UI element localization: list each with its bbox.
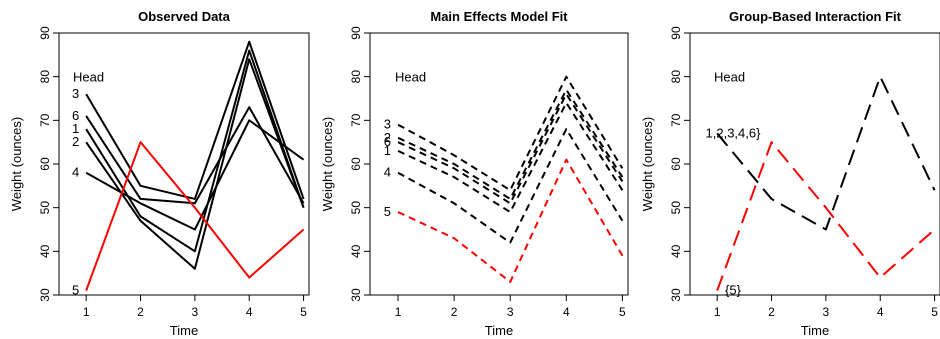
y-tick-label: 90 xyxy=(349,26,363,40)
chart-title: Observed Data xyxy=(138,9,231,24)
x-tick-label: 2 xyxy=(768,305,775,319)
series-label: 1 xyxy=(72,121,79,136)
y-tick-label: 60 xyxy=(349,157,363,171)
y-tick-label: 90 xyxy=(38,26,52,40)
y-tick-label: 80 xyxy=(669,70,683,84)
y-tick-label: 80 xyxy=(349,70,363,84)
x-tick-label: 3 xyxy=(823,305,830,319)
y-tick-label: 50 xyxy=(669,201,683,215)
x-tick-label: 2 xyxy=(137,305,144,319)
series-line-12346 xyxy=(716,75,936,231)
series-line-6 xyxy=(397,93,624,205)
x-tick-label: 3 xyxy=(192,305,199,319)
head-annotation: Head xyxy=(395,70,426,85)
y-tick-label: 50 xyxy=(38,201,52,215)
x-tick-label: 3 xyxy=(507,305,514,319)
x-tick-label: 2 xyxy=(451,305,458,319)
y-tick-label: 30 xyxy=(349,288,363,302)
y-axis-label: Weight (ounces) xyxy=(320,117,335,211)
series-label: 6 xyxy=(72,108,79,123)
series-line-5 xyxy=(85,141,305,291)
series-label: 4 xyxy=(72,165,79,180)
series-line-3 xyxy=(85,40,305,200)
series-line-4 xyxy=(397,128,624,244)
chart-title: Group-Based Interaction Fit xyxy=(729,9,902,24)
series-label: 2 xyxy=(384,130,391,145)
x-tick-label: 4 xyxy=(877,305,884,319)
x-axis-label: Time xyxy=(170,323,198,338)
y-tick-label: 30 xyxy=(38,288,52,302)
head-annotation: Head xyxy=(73,70,104,85)
series-label: {5} xyxy=(725,283,742,298)
chart-panel-3: Group-Based Interaction Fit 1 2 3 4 5 30 40 50 60… xyxy=(640,9,940,338)
y-tick-label: 80 xyxy=(38,70,52,84)
head-annotation: Head xyxy=(714,70,745,85)
y-tick-label: 50 xyxy=(349,201,363,215)
series-label: 2 xyxy=(72,134,79,149)
y-tick-label: 30 xyxy=(669,288,683,302)
x-tick-label: 4 xyxy=(563,305,570,319)
series-label: 6 xyxy=(384,134,391,149)
x-tick-label: 5 xyxy=(300,305,307,319)
series-label: 3 xyxy=(384,117,391,132)
x-tick-label: 1 xyxy=(714,305,721,319)
series-line-5 xyxy=(397,158,624,283)
y-tick-label: 40 xyxy=(669,244,683,258)
x-tick-label: 1 xyxy=(83,305,90,319)
y-axis-label: Weight (ounces) xyxy=(640,117,655,211)
series-label: 3 xyxy=(72,86,79,101)
y-tick-label: 40 xyxy=(38,244,52,258)
x-tick-label: 4 xyxy=(246,305,253,319)
x-axis-label: Time xyxy=(801,323,829,338)
y-tick-label: 60 xyxy=(669,157,683,171)
series-label: 1,2,3,4,6} xyxy=(706,125,762,140)
x-tick-label: 1 xyxy=(395,305,402,319)
series-label: 5 xyxy=(384,204,391,219)
y-tick-label: 70 xyxy=(349,113,363,127)
y-tick-label: 60 xyxy=(38,157,52,171)
series-line-6 xyxy=(85,106,305,205)
y-axis-label: Weight (ounces) xyxy=(9,117,24,211)
series-line-4 xyxy=(85,119,305,231)
series-line-5 xyxy=(716,141,936,291)
series-line-2 xyxy=(397,88,624,200)
y-tick-label: 90 xyxy=(669,26,683,40)
series-label: 5 xyxy=(72,283,79,298)
series-label: 4 xyxy=(384,165,391,180)
series-label: 1 xyxy=(384,143,391,158)
series-line-1 xyxy=(85,49,305,253)
y-tick-label: 40 xyxy=(349,244,363,258)
y-tick-label: 70 xyxy=(38,113,52,127)
x-tick-label: 5 xyxy=(931,305,938,319)
y-tick-label: 70 xyxy=(669,113,683,127)
chart-title: Main Effects Model Fit xyxy=(430,9,568,24)
series-line-1 xyxy=(397,101,624,214)
x-axis-label: Time xyxy=(485,323,513,338)
x-tick-label: 5 xyxy=(619,305,626,319)
series-line-3 xyxy=(397,75,624,192)
series-line-2 xyxy=(85,58,305,270)
